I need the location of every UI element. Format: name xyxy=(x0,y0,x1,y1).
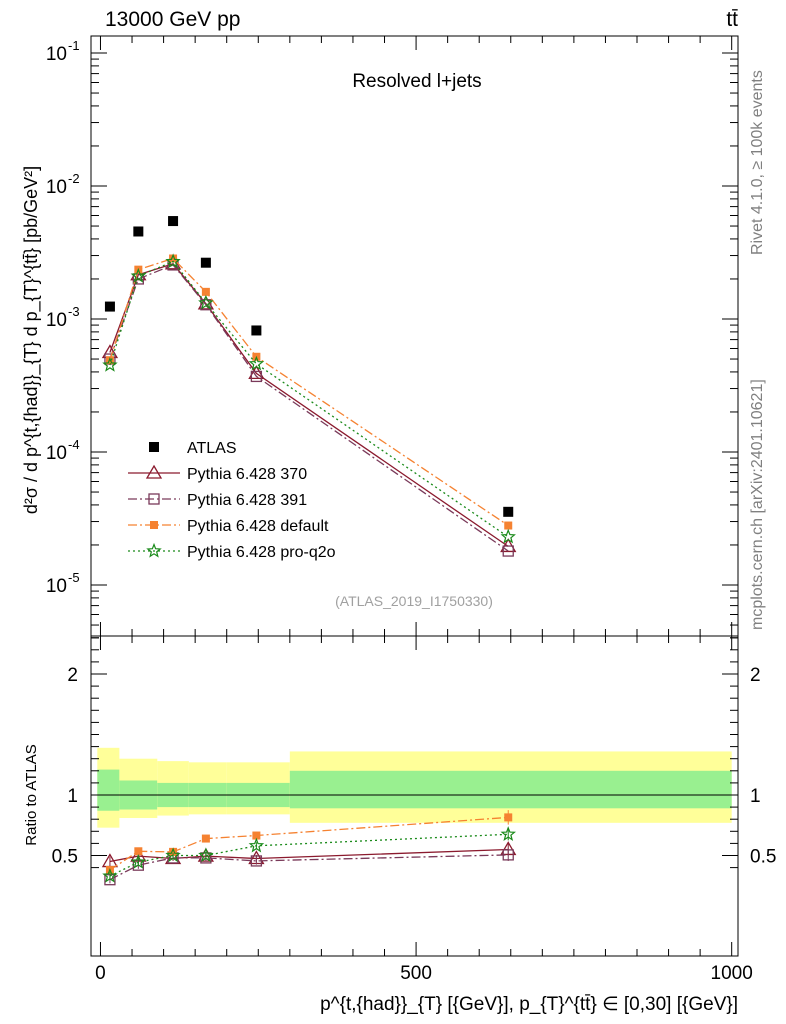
ratio-point xyxy=(500,826,516,841)
series-line xyxy=(109,264,509,552)
ratio-y-tick-label-right: 0.5 xyxy=(750,847,776,868)
x-tick-label: 0 xyxy=(95,963,106,984)
legend-marker xyxy=(149,442,159,452)
series-pythia-6-428-370 xyxy=(101,255,517,553)
data-point xyxy=(169,254,178,263)
uncertainty-bands xyxy=(97,747,732,828)
ratio-y-tick-label-right: 1 xyxy=(750,786,761,807)
data-point xyxy=(251,325,262,336)
data-point xyxy=(248,355,265,371)
data-point xyxy=(104,301,115,312)
x-axis-label: p^{t,{had}}_{T} [{GeV}], p_{T}^{tt̄} ∈ [… xyxy=(320,994,738,1015)
ratio-point xyxy=(201,834,210,843)
main-y-axis-label: d²σ / d p^{t,{had}}_{T} d p_{T}^{tt̄} [p… xyxy=(21,166,42,514)
data-point xyxy=(168,216,179,227)
ratio-frame xyxy=(90,635,739,957)
series-pythia-6-428-default xyxy=(105,254,513,530)
main-y-tick-labels: 10-510-410-310-210-1 xyxy=(46,38,80,597)
main-series xyxy=(101,216,517,557)
x-tick-label: 500 xyxy=(400,963,432,984)
data-point xyxy=(504,521,513,530)
ratio-point xyxy=(252,831,261,840)
data-point xyxy=(102,356,118,372)
band-inner xyxy=(289,770,732,809)
y-tick-label: 10 xyxy=(46,310,67,331)
series-atlas xyxy=(104,216,514,517)
ratio-point xyxy=(169,847,178,856)
ratio-series-pythia-6-428-370 xyxy=(101,841,517,868)
ratio-point xyxy=(250,855,263,867)
series-line xyxy=(109,263,509,547)
data-point xyxy=(198,294,214,310)
mcplots-label: mcplots.cern.ch [arXiv:2401.10621] xyxy=(749,379,766,630)
ratio-point xyxy=(502,849,514,861)
plot-title: Resolved l+jets xyxy=(352,71,481,92)
ratio-y-tick-label: 1 xyxy=(67,786,78,807)
data-point xyxy=(250,370,263,383)
data-point xyxy=(130,267,147,283)
ratio-y-tick-label-right: 2 xyxy=(750,665,761,686)
y-tick-label: 10 xyxy=(46,44,67,65)
legend-marker xyxy=(146,542,162,558)
series-line xyxy=(109,257,509,527)
ratio-y-tick-label: 2 xyxy=(67,665,78,686)
main-ticks xyxy=(91,36,738,639)
legend-label: ATLAS xyxy=(187,440,237,457)
ratio-point xyxy=(102,867,118,883)
ratio-point xyxy=(504,813,513,822)
main-panel: 10-510-410-310-210-1 Resolved l+jets (AT… xyxy=(21,35,739,639)
series-pythia-6-428-391 xyxy=(104,259,514,557)
y-tick-label-exponent: -4 xyxy=(68,437,80,452)
y-tick-label: 10 xyxy=(46,177,67,198)
analysis-watermark: (ATLAS_2019_I1750330) xyxy=(335,593,493,609)
ratio-point xyxy=(198,847,214,863)
ratio-series xyxy=(101,810,517,886)
y-tick-label-exponent: -2 xyxy=(68,171,80,186)
ratio-point xyxy=(134,847,143,856)
x-tick-label: 1000 xyxy=(711,963,753,984)
legend-marker xyxy=(150,521,158,529)
ratio-point xyxy=(248,837,265,853)
ratio-series-pythia-6-428-pro-q2o xyxy=(102,826,516,883)
y-tick-label-exponent: -1 xyxy=(68,38,80,53)
legend-label: Pythia 6.428 pro-q2o xyxy=(187,544,336,561)
ratio-tick-labels: 0.5 0.5 1 1 2 2 0 500 1000 xyxy=(52,665,777,984)
ratio-line xyxy=(109,833,509,877)
y-tick-label-exponent: -5 xyxy=(68,570,80,585)
data-point xyxy=(200,257,211,268)
data-point xyxy=(502,545,514,557)
data-point xyxy=(133,226,144,237)
legend: ATLAS Pythia 6.428 370 Pythia 6.428 391 Pyt… xyxy=(128,440,336,561)
rivet-label: Rivet 4.1.0, ≥ 100k events xyxy=(749,70,766,255)
legend-label: Pythia 6.428 391 xyxy=(187,492,307,509)
legend-label: Pythia 6.428 default xyxy=(187,518,329,535)
data-point xyxy=(201,287,210,296)
header-right: tt̄ xyxy=(726,8,738,31)
ratio-point xyxy=(165,847,181,863)
y-tick-label-exponent: -3 xyxy=(68,304,80,319)
series-line xyxy=(109,260,509,538)
series-pythia-6-428-pro-q2o xyxy=(102,253,516,544)
legend-marker xyxy=(145,464,163,479)
data-point xyxy=(503,506,514,517)
ratio-y-axis-label: Ratio to ATLAS xyxy=(23,744,40,845)
data-point xyxy=(132,273,144,285)
legend-label: Pythia 6.428 370 xyxy=(187,466,307,483)
ratio-line xyxy=(109,854,509,881)
y-tick-label: 10 xyxy=(46,443,67,464)
header-left: 13000 GeV pp xyxy=(105,8,240,31)
ratio-ticks xyxy=(91,636,738,956)
data-point xyxy=(200,299,212,311)
data-point xyxy=(500,528,516,544)
ratio-panel: 0.5 0.5 1 1 2 2 0 500 1000 Ratio to ATLAS p^{t,{… xyxy=(23,635,777,1015)
ratio-point xyxy=(130,854,147,869)
ratio-line xyxy=(109,816,509,871)
band-inner xyxy=(97,769,120,811)
y-tick-label: 10 xyxy=(46,576,67,597)
ratio-series-pythia-6-428-391 xyxy=(104,848,514,886)
data-point xyxy=(165,253,181,269)
legend-marker xyxy=(148,493,160,505)
ratio-y-tick-label: 0.5 xyxy=(52,847,78,868)
